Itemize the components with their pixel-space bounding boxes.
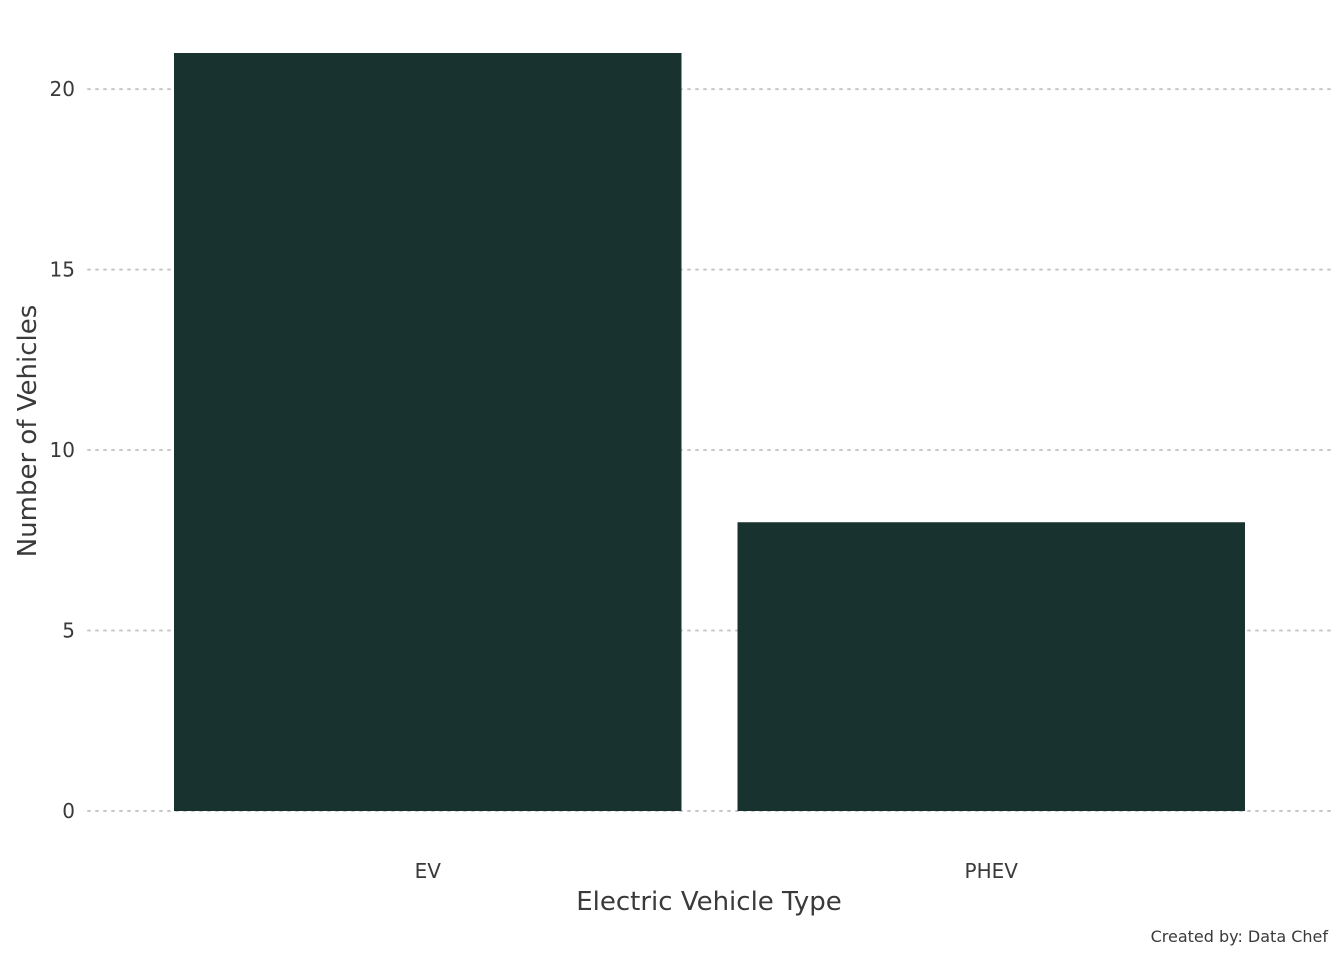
y-tick-label: 10 bbox=[50, 438, 75, 462]
x-tick-label-ev: EV bbox=[415, 859, 442, 883]
bar-ev bbox=[174, 53, 682, 811]
bar-phev bbox=[737, 522, 1245, 811]
x-axis-title: Electric Vehicle Type bbox=[576, 887, 842, 917]
y-axis-ticks: 0 5 10 15 20 bbox=[50, 77, 75, 823]
y-tick-label: 15 bbox=[50, 258, 75, 282]
y-tick-label: 5 bbox=[62, 619, 75, 643]
bars bbox=[174, 53, 1245, 811]
caption: Created by: Data Chef bbox=[1151, 927, 1329, 946]
x-axis-ticks: EV PHEV bbox=[415, 859, 1019, 883]
y-tick-label: 0 bbox=[62, 799, 75, 823]
y-axis-title: Number of Vehicles bbox=[13, 305, 43, 558]
y-tick-label: 20 bbox=[50, 77, 75, 101]
x-tick-label-phev: PHEV bbox=[965, 859, 1019, 883]
